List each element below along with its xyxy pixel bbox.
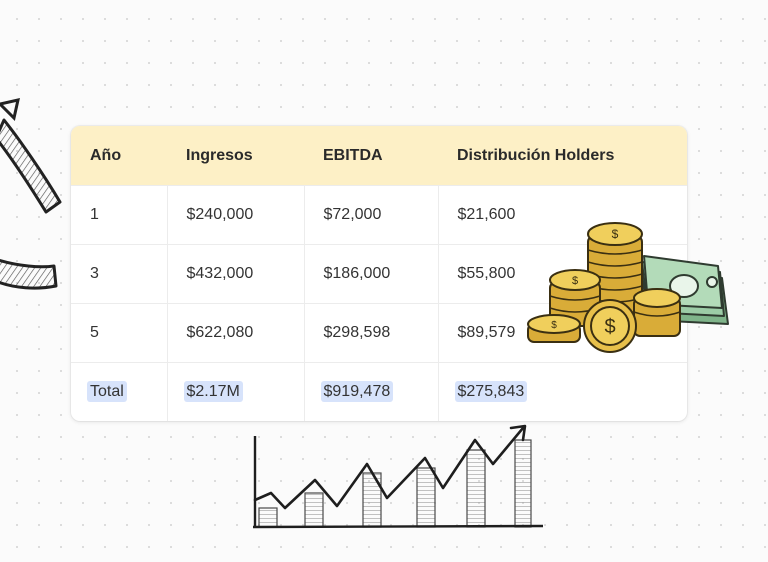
cell-total-distribucion: $275,843 [437,362,687,421]
total-distribucion: $275,843 [454,381,528,402]
financial-table: Año Ingresos EBITDA Distribución Holders… [71,126,687,421]
table-total-row: Total $2.17M $919,478 $275,843 [71,362,687,421]
growth-chart-sketch-icon [252,424,544,529]
cell-total-label: Total [71,362,167,421]
cell-year: 1 [71,185,167,245]
cell-distribucion: $21,600 [437,185,687,245]
cell-total-ebitda: $919,478 [303,362,438,421]
total-ebitda: $919,478 [320,381,394,402]
cell-ingresos: $240,000 [166,185,304,245]
cell-ebitda: $186,000 [303,244,438,304]
header-distribucion: Distribución Holders [438,126,687,186]
cell-ebitda: $72,000 [303,185,438,245]
svg-text:$: $ [551,320,557,331]
header-ebitda: EBITDA [304,126,438,186]
table-row: 1 $240,000 $72,000 $21,600 [71,185,687,245]
svg-text:$: $ [604,316,615,338]
curved-arrow-icon [0,98,62,290]
cell-year: 3 [71,244,167,304]
total-label: Total [87,381,127,402]
table-header-row: Año Ingresos EBITDA Distribución Holders [71,126,687,186]
cell-ingresos: $432,000 [166,244,304,304]
header-ingresos: Ingresos [167,126,304,186]
cell-total-ingresos: $2.17M [166,362,304,421]
cell-ingresos: $622,080 [166,303,304,363]
svg-text:$: $ [612,227,619,241]
total-ingresos: $2.17M [183,381,243,402]
coins-and-cash-icon: $ $ $ $ [527,222,729,353]
cell-year: 5 [71,303,167,363]
header-year: Año [71,126,167,186]
svg-text:$: $ [572,275,578,287]
cell-ebitda: $298,598 [303,303,438,363]
